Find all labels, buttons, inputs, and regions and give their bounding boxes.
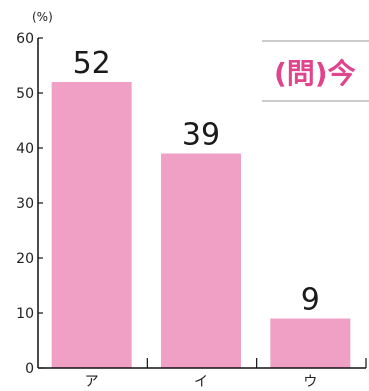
value-label: 52 (73, 46, 111, 81)
bar (161, 153, 241, 368)
category-label: ア (85, 374, 99, 390)
title-box: (問)今 (262, 40, 369, 102)
y-tick-label: 0 (25, 361, 34, 377)
category-ticks: アイウ (85, 358, 367, 390)
y-tick-label: 60 (16, 31, 34, 47)
value-label: 9 (301, 283, 320, 318)
y-tick-label: 20 (16, 251, 34, 267)
bar (270, 318, 351, 368)
bars: 52 39 9 (51, 46, 351, 368)
y-axis-ticks: 0 10 20 30 40 50 60 (16, 31, 43, 377)
y-tick-label: 30 (16, 196, 34, 212)
y-unit-label: (%) (32, 10, 53, 24)
category-label: イ (194, 374, 208, 390)
bar (51, 82, 132, 368)
y-tick-label: 10 (16, 306, 34, 322)
value-label: 39 (182, 118, 220, 153)
chart-title: (問)今 (274, 57, 356, 90)
y-tick-label: 50 (16, 86, 34, 102)
y-tick-label: 40 (16, 141, 34, 157)
category-label: ウ (303, 374, 317, 390)
